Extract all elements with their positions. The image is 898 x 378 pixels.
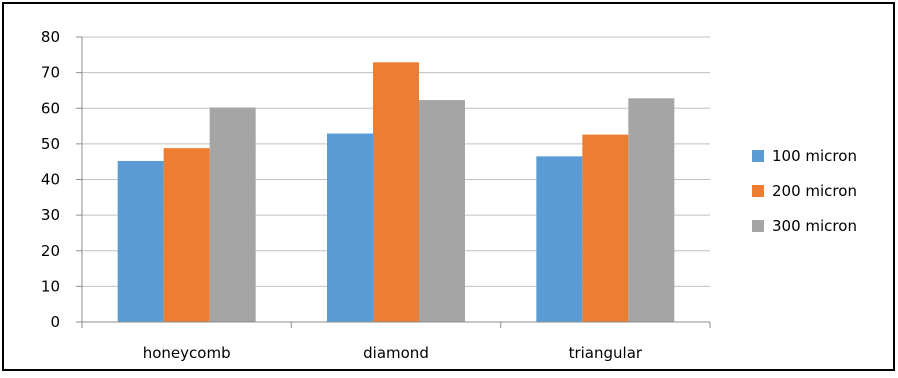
legend-swatch — [752, 220, 764, 232]
bar — [582, 134, 629, 322]
bar — [327, 133, 373, 322]
y-tick-label: 70 — [41, 64, 60, 82]
y-tick-label: 20 — [41, 242, 60, 260]
legend-label: 300 micron — [772, 217, 857, 235]
x-tick-label: honeycomb — [143, 344, 231, 362]
y-tick-label: 60 — [41, 99, 60, 117]
legend-swatch — [752, 150, 764, 162]
bar — [373, 62, 419, 322]
y-tick-label: 40 — [41, 171, 60, 189]
y-tick-label: 10 — [41, 277, 60, 295]
bar — [536, 156, 583, 322]
axes: 0 10 20 30 40 50 60 70 80 honeycomb diamond triangu… — [41, 28, 711, 362]
y-tick-label: 0 — [50, 313, 60, 331]
bar — [628, 98, 675, 323]
legend: 100 micron 200 micron 300 micron — [752, 147, 857, 235]
y-tick-label: 30 — [41, 206, 60, 224]
bar — [209, 107, 256, 322]
x-tick-label: diamond — [363, 344, 429, 362]
x-tick-label: triangular — [569, 344, 643, 362]
y-tick-label: 80 — [41, 28, 60, 46]
legend-swatch — [752, 185, 764, 197]
legend-label: 100 micron — [772, 147, 857, 165]
y-tick-label: 50 — [41, 135, 60, 153]
bar — [117, 160, 164, 322]
bar — [419, 100, 465, 323]
bar — [163, 148, 210, 322]
legend-label: 200 micron — [772, 182, 857, 200]
bars — [117, 62, 675, 323]
